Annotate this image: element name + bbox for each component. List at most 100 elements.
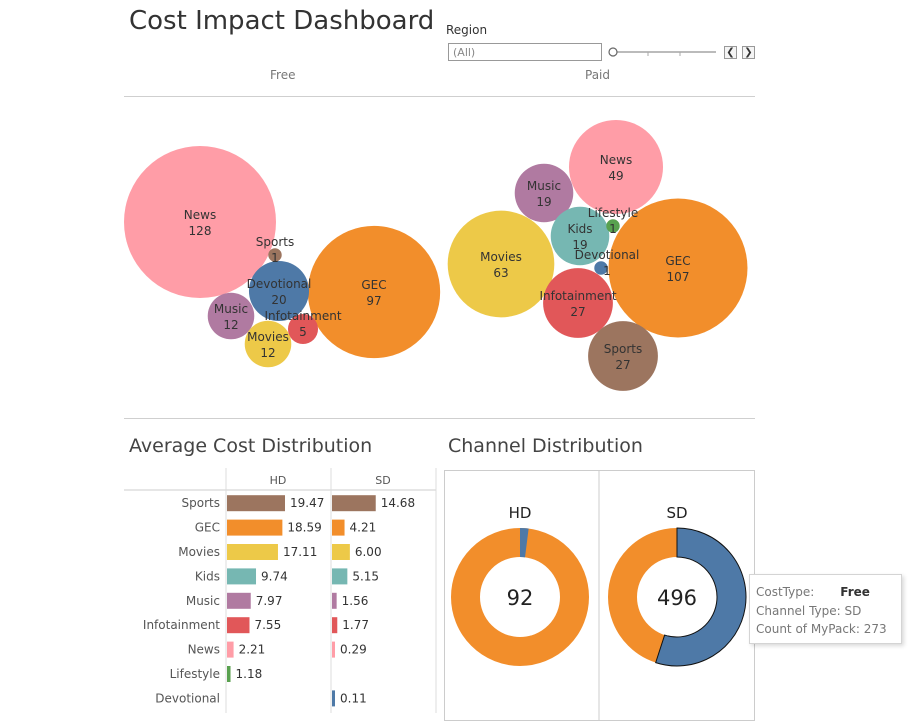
bar-sd-news[interactable] (332, 641, 335, 658)
bubble-label: Sports (604, 342, 642, 356)
bubble-value: 128 (189, 224, 212, 238)
donut-segment-free-sd[interactable] (655, 527, 747, 667)
region-slider[interactable] (608, 44, 718, 60)
bar-value-label: 0.11 (340, 691, 367, 705)
bubble-value: 49 (608, 169, 623, 183)
bubble-music[interactable] (514, 163, 574, 223)
bar-sd-movies[interactable] (332, 544, 350, 560)
bar-value-label: 0.29 (340, 643, 367, 657)
bubble-value: 27 (615, 358, 630, 372)
bubble-value: 107 (667, 270, 690, 284)
bar-hd-music[interactable] (227, 592, 251, 609)
tooltip-count: Count of MyPack: 273 (756, 622, 887, 636)
bubble-label: Music (527, 179, 561, 193)
donut-segment-free-hd[interactable] (520, 528, 529, 558)
bar-hd-infotainment[interactable] (227, 617, 250, 634)
bubble-label: Infotainment (539, 289, 616, 303)
bar-header-sd: SD (375, 474, 390, 487)
bubble-value: 1 (271, 251, 279, 265)
next-button[interactable]: ❯ (742, 46, 755, 59)
bar-value-label: 7.55 (254, 618, 281, 632)
bar-sd-infotainment[interactable] (332, 617, 338, 634)
bar-sd-kids[interactable] (332, 568, 348, 585)
bar-header-hd: HD (270, 474, 287, 487)
bubble-sports[interactable] (588, 321, 658, 391)
bar-hd-sports[interactable] (227, 495, 285, 512)
bubble-value: 5 (299, 325, 307, 339)
bubble-gec[interactable] (307, 225, 441, 359)
bubble-value: 1 (603, 264, 611, 278)
bubble-kids[interactable] (550, 206, 610, 266)
bubble-label: Movies (480, 250, 522, 264)
bubble-label: GEC (361, 278, 386, 292)
bar-hd-news[interactable] (227, 641, 234, 658)
bar-sd-gec[interactable] (332, 519, 345, 536)
bar-hd-gec[interactable] (227, 519, 283, 536)
bar-category-label: Lifestyle (170, 667, 220, 681)
bar-value-label: 6.00 (355, 545, 382, 559)
donut-total-hd: 92 (507, 586, 534, 610)
bar-value-label: 1.77 (342, 618, 369, 632)
bubble-infotainment[interactable] (543, 268, 613, 338)
bar-category-label: GEC (195, 521, 220, 535)
bubble-value: 27 (570, 305, 585, 319)
bubble-lifestyle[interactable] (606, 219, 620, 233)
bar-value-label: 9.74 (261, 569, 288, 583)
bar-category-label: Music (186, 594, 220, 608)
bubble-devotional[interactable] (248, 260, 310, 322)
bar-hd-lifestyle[interactable] (227, 666, 231, 682)
bubble-value: 63 (493, 266, 508, 280)
bar-sd-music[interactable] (332, 592, 337, 609)
bubble-label: Sports (256, 235, 294, 249)
tooltip-cost-type-label: CostType: (756, 585, 815, 599)
bar-hd-kids[interactable] (227, 568, 257, 585)
bar-category-label: Movies (178, 545, 220, 559)
bar-category-label: Devotional (155, 691, 220, 705)
slider-handle[interactable] (608, 47, 618, 57)
divider-top (124, 96, 755, 97)
bar-sd-sports[interactable] (332, 495, 376, 512)
bar-category-label: Infotainment (143, 618, 220, 632)
free-label: Free (270, 68, 296, 82)
bubble-sports[interactable] (268, 248, 282, 262)
bubble-infotainment[interactable] (287, 313, 319, 345)
bubble-value: 12 (223, 318, 238, 332)
bubble-value: 1 (609, 222, 617, 236)
bubble-news[interactable] (568, 119, 664, 215)
bubble-devotional[interactable] (594, 261, 608, 275)
bubble-value: 12 (260, 346, 275, 360)
bar-sd-devotional[interactable] (332, 690, 335, 707)
bubble-value: 20 (271, 293, 286, 307)
bubble-label: Lifestyle (588, 206, 638, 220)
bar-value-label: 1.18 (236, 667, 263, 681)
donut-title-sd: SD (666, 504, 687, 522)
bubble-music[interactable] (207, 292, 255, 340)
bar-value-label: 1.56 (342, 594, 369, 608)
channel-donut-chart: HD 92 SD 496 (444, 470, 755, 721)
bubble-label: Kids (567, 222, 592, 236)
donut-total-sd: 496 (657, 586, 697, 610)
prev-button[interactable]: ❮ (724, 46, 737, 59)
bar-hd-movies[interactable] (227, 544, 278, 560)
region-filter-input[interactable] (448, 43, 602, 61)
bubble-label: Movies (247, 330, 289, 344)
channel-dist-title: Channel Distribution (448, 435, 643, 457)
bar-value-label: 2.21 (239, 643, 266, 657)
paid-label: Paid (585, 68, 611, 82)
bar-value-label: 5.15 (352, 569, 379, 583)
bubble-gec[interactable] (608, 198, 748, 338)
bubble-movies[interactable] (447, 210, 555, 318)
page-title: Cost Impact Dashboard (129, 6, 435, 36)
bar-category-label: Kids (195, 569, 220, 583)
tooltip-channel-type: Channel Type: SD (756, 603, 862, 618)
bubble-label: News (184, 208, 216, 222)
bubble-movies[interactable] (244, 320, 292, 368)
bubble-news[interactable] (124, 146, 276, 298)
region-filter-label: Region (446, 23, 488, 37)
bar-value-label: 19.47 (290, 496, 324, 510)
bubble-value: 97 (366, 294, 381, 308)
divider-middle (124, 418, 755, 419)
bubble-label: Devotional (247, 277, 312, 291)
bubble-label: Devotional (575, 248, 640, 262)
avg-cost-bar-chart: HD SD Sports 19.47 14.68 GEC 18.59 4.21 Movies 17… (124, 468, 437, 713)
